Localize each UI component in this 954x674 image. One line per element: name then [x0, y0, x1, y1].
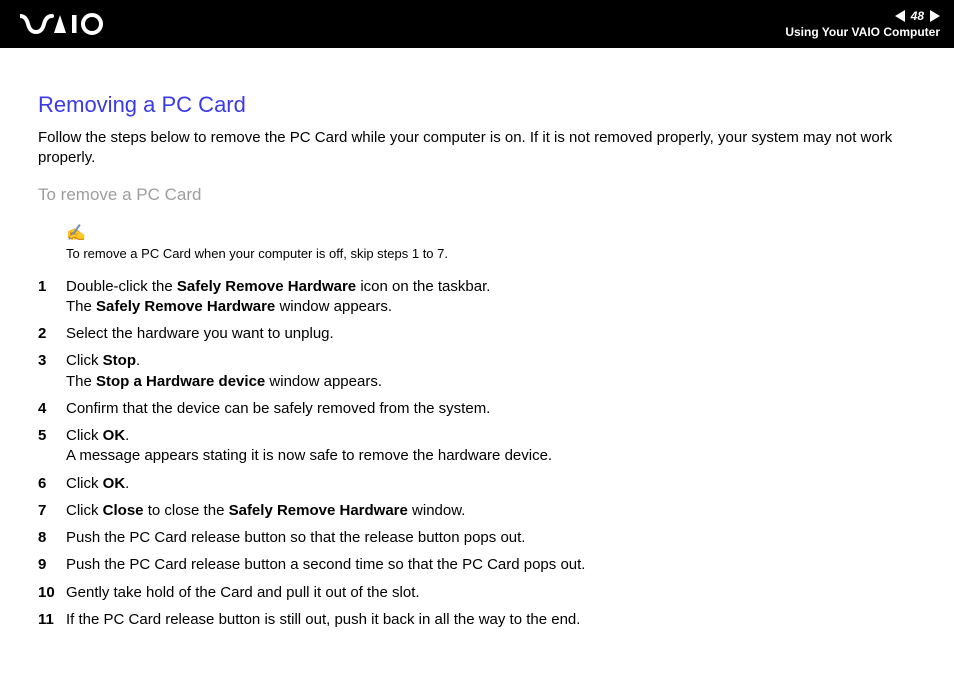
pager: 48: [895, 9, 940, 23]
step-item: Push the PC Card release button a second…: [38, 555, 916, 575]
page-header: 48 Using Your VAIO Computer: [0, 0, 954, 48]
page-content: Removing a PC Card Follow the steps belo…: [0, 48, 954, 630]
step-item: Gently take hold of the Card and pull it…: [38, 583, 916, 603]
note-icon: ✍: [66, 223, 916, 243]
prev-page-icon[interactable]: [895, 10, 905, 22]
subheading: To remove a PC Card: [38, 185, 916, 205]
step-item: Click Stop.The Stop a Hardware device wi…: [38, 351, 916, 392]
step-item: Click OK.: [38, 474, 916, 494]
step-item: Click OK.A message appears stating it is…: [38, 426, 916, 467]
step-item: If the PC Card release button is still o…: [38, 610, 916, 630]
step-item: Select the hardware you want to unplug.: [38, 324, 916, 344]
intro-paragraph: Follow the steps below to remove the PC …: [38, 128, 916, 169]
next-page-icon[interactable]: [930, 10, 940, 22]
step-item: Push the PC Card release button so that …: [38, 528, 916, 548]
step-item: Click Close to close the Safely Remove H…: [38, 501, 916, 521]
section-label: Using Your VAIO Computer: [785, 25, 940, 39]
header-right: 48 Using Your VAIO Computer: [785, 9, 940, 39]
note-text: To remove a PC Card when your computer i…: [66, 246, 448, 261]
steps-list: Double-click the Safely Remove Hardware …: [38, 277, 916, 631]
vaio-logo: [20, 13, 110, 35]
step-item: Double-click the Safely Remove Hardware …: [38, 277, 916, 318]
page-number: 48: [909, 9, 926, 23]
note-block: ✍ To remove a PC Card when your computer…: [66, 223, 916, 263]
step-item: Confirm that the device can be safely re…: [38, 399, 916, 419]
page-title: Removing a PC Card: [38, 92, 916, 118]
vaio-logo-svg: [20, 13, 110, 35]
